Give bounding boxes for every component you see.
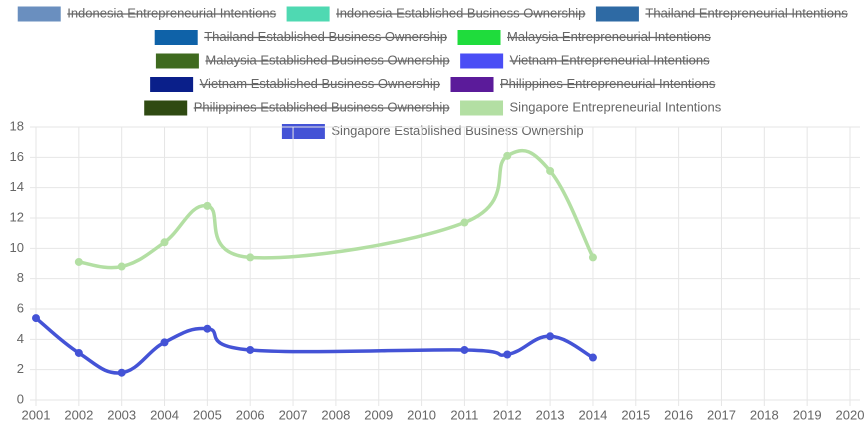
x-tick-label: 2015 (621, 407, 650, 422)
legend-item[interactable]: Vietnam Established Business Ownership (149, 76, 441, 93)
x-tick-label: 2019 (793, 407, 822, 422)
x-tick-label: 2012 (493, 407, 522, 422)
data-point[interactable] (503, 151, 512, 160)
x-tick-label: 2017 (707, 407, 736, 422)
data-point[interactable] (74, 257, 83, 266)
data-point[interactable] (203, 324, 212, 333)
legend-label: Vietnam Established Business Ownership (200, 76, 440, 91)
legend-swatch (280, 123, 326, 140)
legend-label: Philippines Entrepreneurial Intentions (500, 76, 716, 91)
series-line (34, 316, 594, 375)
x-tick-label: 2006 (236, 407, 265, 422)
x-tick-label: 2010 (407, 407, 436, 422)
legend-item[interactable]: Indonesia Established Business Ownership (285, 5, 586, 23)
data-point[interactable] (32, 314, 40, 323)
legend-label: Vietnam Entrepreneurial Intentions (510, 52, 710, 67)
data-point[interactable] (117, 262, 126, 271)
legend-item[interactable]: Malaysia Entrepreneurial Intentions (456, 29, 711, 46)
x-tick-label: 2011 (450, 407, 478, 422)
x-tick-label: 2005 (193, 407, 222, 422)
legend-item[interactable]: Malaysia Established Business Ownership (154, 52, 450, 70)
legend-item[interactable]: Singapore Entrepreneurial Intentions (459, 99, 722, 117)
data-point[interactable] (160, 238, 169, 247)
legend-label: Malaysia Established Business Ownership (205, 52, 449, 67)
legend-label: Indonesia Entrepreneurial Intentions (67, 5, 276, 20)
data-point[interactable] (503, 350, 512, 359)
legend-swatch (459, 99, 505, 117)
y-tick-label: 2 (17, 361, 24, 376)
legend-label: Indonesia Established Business Ownership (336, 5, 585, 20)
x-tick-label: 2007 (279, 407, 308, 422)
data-point[interactable] (460, 345, 469, 354)
data-point[interactable] (246, 345, 255, 354)
data-point[interactable] (203, 201, 212, 210)
legend-swatch (153, 29, 199, 46)
x-tick-label: 2018 (750, 407, 779, 422)
y-tick-label: 8 (17, 270, 24, 285)
data-point[interactable] (246, 253, 255, 262)
data-point[interactable] (588, 353, 597, 362)
legend-label: Thailand Established Business Ownership (204, 29, 447, 44)
legend-swatch (285, 5, 331, 23)
legend-item[interactable]: Vietnam Entrepreneurial Intentions (459, 52, 710, 70)
x-tick-label: 2013 (536, 407, 565, 422)
y-tick-label: 18 (10, 118, 24, 133)
y-tick-label: 6 (17, 300, 24, 315)
legend-label: Malaysia Entrepreneurial Intentions (507, 29, 711, 44)
x-tick-label: 2009 (364, 407, 393, 422)
data-point[interactable] (588, 253, 597, 262)
legend-item[interactable]: Thailand Entrepreneurial Intentions (594, 5, 848, 23)
data-point[interactable] (117, 368, 126, 377)
x-tick-label: 2001 (22, 407, 51, 422)
legend-swatch (449, 76, 495, 93)
x-tick-label: 2002 (64, 407, 93, 422)
legend-swatch (143, 99, 189, 117)
data-point[interactable] (74, 348, 83, 357)
data-point[interactable] (546, 166, 555, 175)
legend-label: Singapore Established Business Ownership (331, 123, 583, 138)
legend-label: Thailand Entrepreneurial Intentions (645, 5, 848, 20)
data-point[interactable] (546, 332, 555, 341)
legend-swatch (16, 5, 62, 23)
legend-item[interactable]: Philippines Established Business Ownersh… (143, 99, 450, 117)
x-tick-label: 2008 (321, 407, 350, 422)
data-point[interactable] (160, 338, 169, 347)
legend-swatch (456, 29, 502, 46)
data-point[interactable] (460, 218, 469, 227)
y-tick-label: 0 (17, 391, 24, 406)
legend-item[interactable]: Indonesia Entrepreneurial Intentions (16, 5, 277, 23)
legend-item[interactable]: Philippines Entrepreneurial Intentions (449, 76, 716, 93)
series-line (78, 148, 595, 270)
legend-swatch (594, 5, 640, 23)
y-tick-label: 12 (10, 209, 24, 224)
legend-swatch (154, 52, 200, 70)
y-tick-label: 14 (10, 179, 24, 194)
x-tick-label: 2004 (150, 407, 179, 422)
x-tick-label: 2014 (578, 407, 607, 422)
legend-item[interactable]: Thailand Established Business Ownership (153, 29, 448, 46)
x-tick-label: 2020 (836, 407, 865, 422)
y-tick-label: 4 (17, 331, 24, 346)
y-tick-label: 16 (10, 149, 24, 164)
legend-item[interactable]: Singapore Established Business Ownership (280, 123, 584, 140)
legend-label: Singapore Entrepreneurial Intentions (510, 99, 722, 114)
y-tick-label: 10 (10, 240, 24, 255)
x-tick-label: 2016 (664, 407, 693, 422)
x-tick-label: 2003 (107, 407, 136, 422)
legend-label: Philippines Established Business Ownersh… (194, 99, 450, 114)
legend-swatch (459, 52, 505, 70)
legend-swatch (149, 76, 195, 93)
